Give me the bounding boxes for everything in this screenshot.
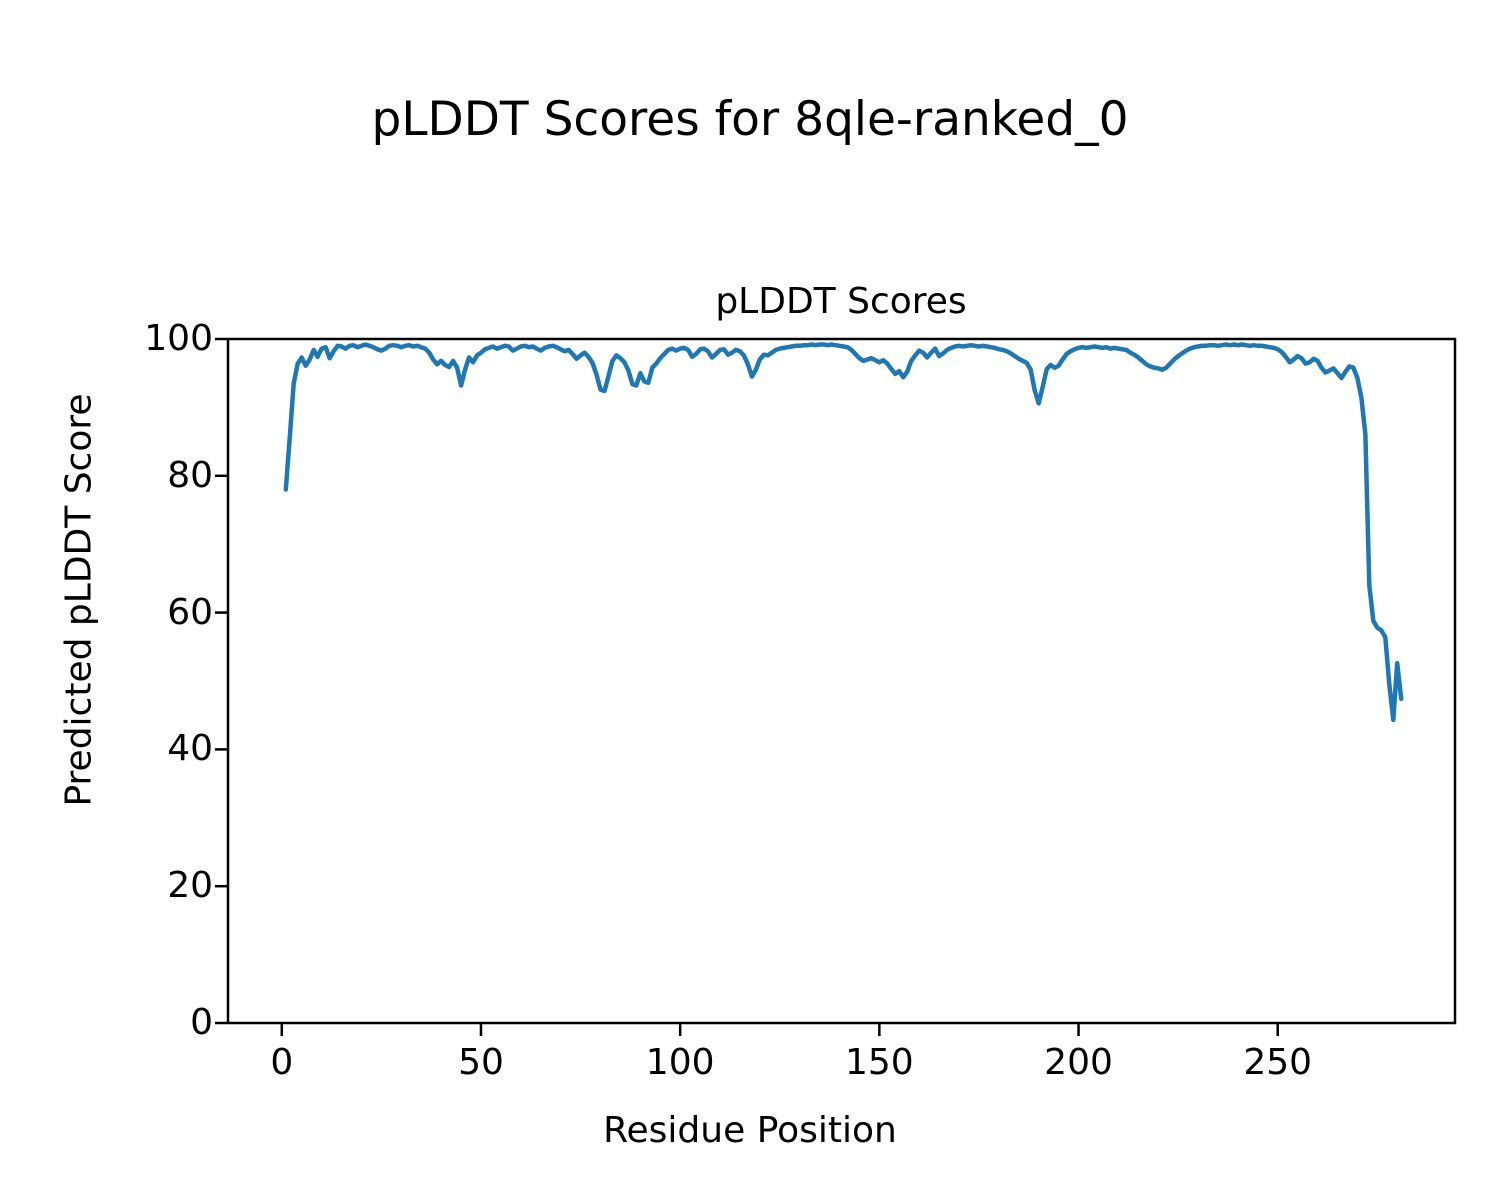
x-axis-label: Residue Position — [603, 1110, 897, 1151]
figure-title: pLDDT Scores for 8qle-ranked_0 — [371, 92, 1129, 147]
plddt-line — [283, 342, 1404, 723]
y-tick-label: 20 — [167, 865, 213, 907]
x-tick-label: 50 — [458, 1042, 504, 1083]
x-tick-label: 250 — [1243, 1042, 1313, 1083]
x-tick-label: 150 — [844, 1042, 914, 1083]
y-tick-label: 40 — [167, 728, 213, 770]
axes-spines — [226, 337, 1457, 1025]
x-tick-label: 100 — [645, 1042, 715, 1083]
y-tick-label: 100 — [144, 318, 213, 359]
y-tick-label: 0 — [190, 1002, 213, 1043]
x-tick-label: 200 — [1044, 1042, 1113, 1083]
y-tick-label: 60 — [167, 591, 213, 633]
axes-title: pLDDT Scores — [715, 281, 967, 322]
y-tick-label: 80 — [167, 454, 213, 496]
x-tick-label: 0 — [270, 1042, 294, 1083]
